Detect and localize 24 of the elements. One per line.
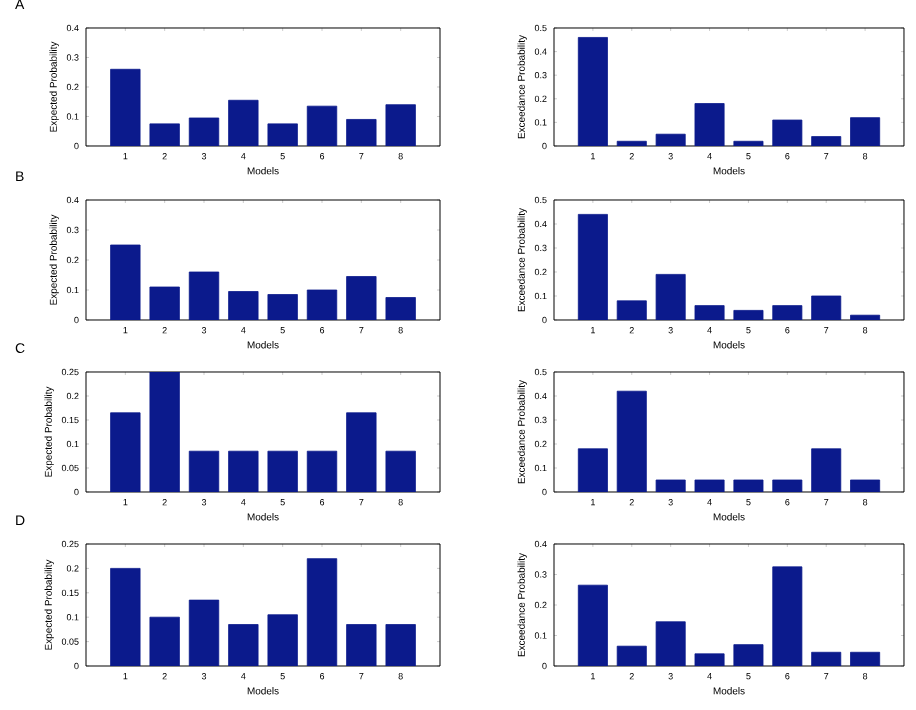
bar (385, 104, 416, 146)
bar (346, 119, 377, 146)
bar (149, 286, 180, 320)
bar (188, 450, 220, 492)
bar (267, 123, 298, 146)
bar (188, 271, 220, 320)
bar (228, 291, 259, 320)
bar (306, 105, 338, 146)
bar (346, 412, 377, 492)
bar (149, 371, 180, 492)
bar (110, 68, 141, 146)
bar (306, 289, 338, 320)
bar (385, 450, 416, 492)
bar (267, 294, 298, 320)
bar (306, 450, 338, 492)
bar (188, 117, 220, 146)
bar (228, 99, 259, 146)
bar (267, 450, 298, 492)
bar (110, 244, 141, 320)
bar (228, 450, 259, 492)
bar (346, 276, 377, 320)
bar (110, 412, 141, 492)
bar (149, 123, 180, 146)
bar (385, 297, 416, 320)
